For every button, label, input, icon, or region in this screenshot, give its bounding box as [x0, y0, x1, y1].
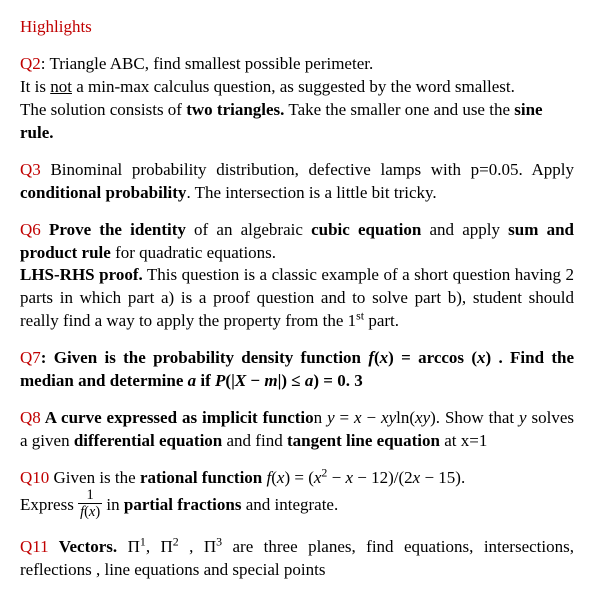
- q10-block: Q10 Given is the rational function f(x) …: [20, 467, 574, 522]
- q10-m2: − 12)/(2: [353, 468, 413, 487]
- q2-l2a: It is: [20, 77, 50, 96]
- q8-t4: and find: [222, 431, 287, 450]
- q8-label: Q8: [20, 408, 41, 427]
- q6-sup: st: [356, 309, 364, 323]
- q8-t1: n: [314, 408, 327, 427]
- q7-cp2: ) .: [486, 348, 503, 367]
- q3-t1: Binominal probability distribution, defe…: [41, 160, 574, 179]
- q7-minus: −: [246, 371, 264, 390]
- q6-label: Q6: [20, 220, 41, 239]
- q6-t1: of an algebraic: [186, 220, 311, 239]
- q11-label: Q11: [20, 537, 49, 556]
- q7-b1: : Given is the probability density funct…: [41, 348, 369, 367]
- q8-x: x: [354, 408, 362, 427]
- q10-num: 1: [78, 488, 102, 504]
- q8-b3: tangent line equation: [287, 431, 440, 450]
- q6-b4: LHS-RHS proof.: [20, 265, 143, 284]
- q8-ln: ln: [396, 408, 409, 427]
- q10-t2: Express: [20, 495, 78, 514]
- q8-block: Q8 A curve expressed as implicit functio…: [20, 407, 574, 453]
- q7-eq1: = arccos (: [394, 348, 477, 367]
- q8-b2: differential equation: [74, 431, 222, 450]
- q6-t3: for quadratic equations.: [111, 243, 276, 262]
- q10-m1: −: [327, 468, 345, 487]
- q8-y: y: [327, 408, 335, 427]
- q8-cp: ).: [430, 408, 440, 427]
- q8-b1: A curve expressed as implicit functio: [41, 408, 314, 427]
- q3-block: Q3 Binominal probability distribution, d…: [20, 159, 574, 205]
- q3-b1: conditional probability: [20, 183, 186, 202]
- q10-eq: = (: [290, 468, 314, 487]
- q7-m: m: [264, 371, 277, 390]
- q10-label: Q10: [20, 468, 49, 487]
- q11-c2: , Π: [179, 537, 216, 556]
- q2-l3a: The solution consists of: [20, 100, 186, 119]
- q10-t4: and integrate.: [241, 495, 338, 514]
- q11-c1: , Π: [146, 537, 173, 556]
- q8-t5: at x=1: [440, 431, 487, 450]
- q10-m3: − 15).: [420, 468, 465, 487]
- q3-t2: . The intersection is a little bit trick…: [186, 183, 436, 202]
- q7-label: Q7: [20, 348, 41, 367]
- q2-not: not: [50, 77, 72, 96]
- q7-p1: P: [215, 371, 225, 390]
- q8-t2: Show that: [440, 408, 519, 427]
- q8-eq: =: [335, 408, 354, 427]
- q11-block: Q11 Vectors. Π1, Π2 , Π3 are three plane…: [20, 536, 574, 582]
- q11-b1: Vectors.: [49, 537, 118, 556]
- q6-block: Q6 Prove the identity of an algebraic cu…: [20, 219, 574, 334]
- q6-t2: and apply: [421, 220, 508, 239]
- q10-den: f(x): [78, 504, 102, 519]
- q7-x1: x: [380, 348, 389, 367]
- q2-label: Q2: [20, 54, 41, 73]
- q2-l2b: a min-max calculus question, as suggeste…: [72, 77, 515, 96]
- q6-b1: Prove the identity: [41, 220, 186, 239]
- q2-l3c: Take the smaller one and use the: [284, 100, 514, 119]
- q7-x2: x: [477, 348, 486, 367]
- q10-x3: x: [345, 468, 353, 487]
- q10-t3: in: [102, 495, 124, 514]
- q8-xy2: xy: [415, 408, 430, 427]
- q7-le: |) ≤: [278, 371, 305, 390]
- q8-y2: y: [519, 408, 527, 427]
- q2-block: Q2: Triangle ABC, find smallest possible…: [20, 53, 574, 145]
- q10-fraction: 1f(x): [78, 488, 102, 520]
- q8-xy: xy: [381, 408, 396, 427]
- q7-eq2: = 0. 3: [319, 371, 363, 390]
- page-title: Highlights: [20, 16, 574, 39]
- q10-b1: rational function: [140, 468, 262, 487]
- q8-minus: −: [362, 408, 381, 427]
- q10-den-cp: ): [95, 504, 100, 520]
- q3-label: Q3: [20, 160, 41, 179]
- q7-op2: (|: [225, 371, 234, 390]
- q11-sp: Π: [117, 537, 140, 556]
- q10-b2: partial fractions: [124, 495, 242, 514]
- q7-X: X: [235, 371, 246, 390]
- q7-a: a: [188, 371, 197, 390]
- q7-block: Q7: Given is the probability density fun…: [20, 347, 574, 393]
- q2-l3b: two triangles.: [186, 100, 284, 119]
- q10-t1: Given is the: [49, 468, 140, 487]
- q2-lead: : Triangle ABC, find smallest possible p…: [41, 54, 373, 73]
- q6-b2: cubic equation: [311, 220, 421, 239]
- q6-t5: part.: [364, 311, 399, 330]
- q7-b3: if: [196, 371, 215, 390]
